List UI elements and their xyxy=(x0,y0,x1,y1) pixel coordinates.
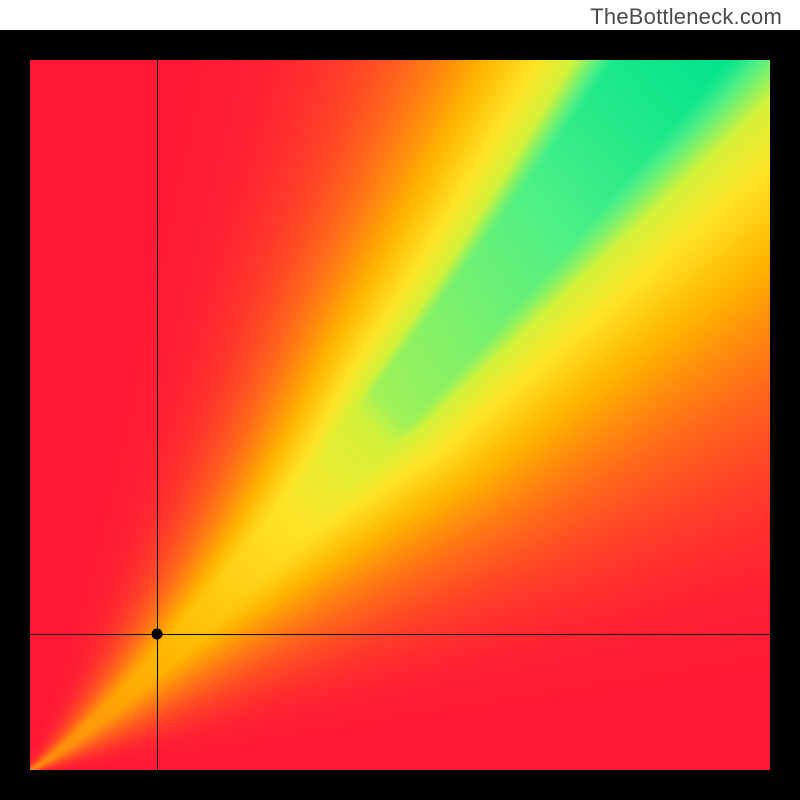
crosshair-vertical xyxy=(157,60,158,770)
watermark-text: TheBottleneck.com xyxy=(590,4,782,30)
figure-container: TheBottleneck.com xyxy=(0,0,800,800)
plot-area xyxy=(30,60,770,770)
crosshair-horizontal xyxy=(30,634,770,635)
heatmap-canvas xyxy=(30,60,770,770)
plot-frame xyxy=(0,30,800,800)
crosshair-marker xyxy=(152,628,163,639)
